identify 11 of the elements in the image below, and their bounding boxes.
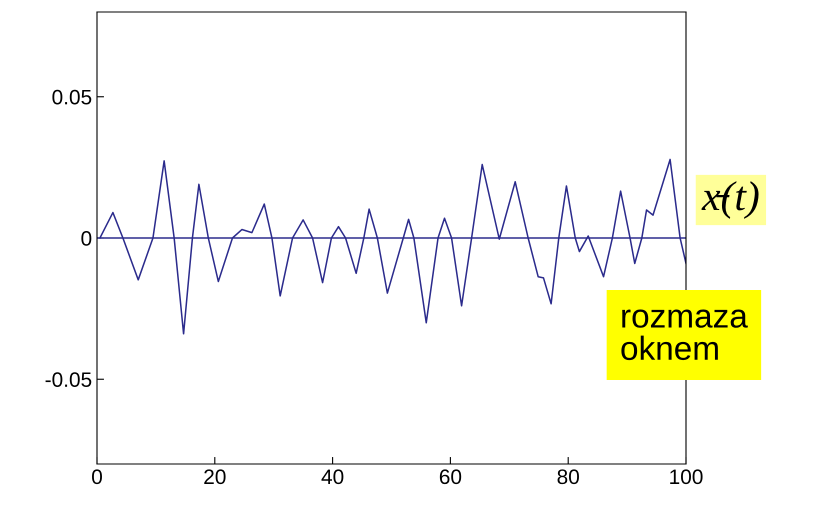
y-tick-label: 0.05 bbox=[52, 90, 92, 105]
x-tick-label: 0 bbox=[92, 469, 102, 484]
annotation: rozmaza oknem bbox=[621, 310, 748, 360]
x-tick-label: 20 bbox=[204, 469, 226, 484]
x-tick-label: 80 bbox=[558, 469, 579, 484]
x-tick-label: 60 bbox=[440, 469, 462, 484]
x-tick-label: 40 bbox=[321, 469, 344, 484]
y-tick-label: 0 bbox=[81, 231, 92, 246]
x-tick-label: 100 bbox=[670, 469, 703, 484]
text: x̵(t) bbox=[701, 181, 759, 219]
y-tick-label: -0.05 bbox=[46, 372, 92, 388]
